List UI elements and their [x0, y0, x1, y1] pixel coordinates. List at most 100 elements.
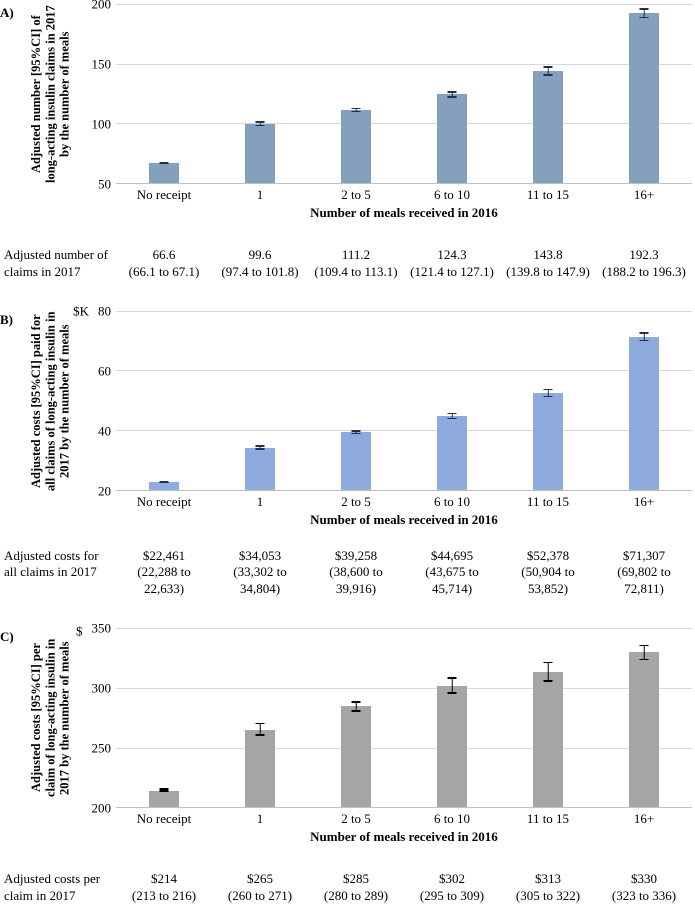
table-cell: 192.3 (188.2 to 196.3) — [596, 247, 692, 281]
gridline — [116, 123, 692, 125]
table-cell: $285 (280 to 289) — [308, 871, 404, 905]
y-tick-label: 100 — [91, 116, 112, 132]
x-axis-title: Number of meals received in 2016 — [310, 204, 498, 220]
error-bar — [639, 644, 649, 661]
table-cell: 99.6 (97.4 to 101.8) — [212, 247, 308, 281]
panel-letter: C) — [0, 629, 14, 645]
error-bar-cap — [159, 788, 169, 790]
table-cell-line: (188.2 to 196.3) — [602, 263, 686, 279]
y-tick-label: $350 — [76, 620, 111, 639]
panel-b: B) Adjusted costs [95%CI] paid for all c… — [0, 304, 695, 599]
x-category-label: 1 — [256, 187, 264, 202]
x-category-label: 16+ — [633, 811, 655, 827]
y-tick-label: $K 80 — [73, 303, 111, 319]
error-bar-cap — [159, 790, 169, 792]
bar — [245, 729, 275, 808]
table-cell-line: (66.1 to 67.1) — [128, 263, 200, 279]
bar — [629, 336, 659, 490]
table-cell-line: (213 to 216) — [131, 887, 197, 903]
y-tick-label: 60 — [98, 363, 111, 379]
error-bar-cap — [447, 677, 457, 679]
bar — [341, 705, 371, 808]
error-bar — [447, 91, 457, 98]
chart-area-a: A) Adjusted number [95%CI] of long-actin… — [0, 0, 695, 191]
error-bar-line — [643, 8, 645, 19]
y-axis-title: Adjusted costs [95%CI] paid for all clai… — [28, 310, 72, 491]
table-cell-line: (295 to 309) — [419, 887, 485, 903]
error-bar — [255, 445, 265, 450]
table-cell: $22,461 (22,288 to 22,633) — [116, 548, 212, 599]
error-bar-cap — [351, 432, 361, 435]
error-bar-cap — [543, 680, 553, 682]
table-cell-line: (109.4 to 113.1) — [314, 263, 398, 279]
y-tick-label: 150 — [91, 56, 112, 72]
table-cell-line: 99.6 — [248, 246, 272, 262]
table-row-header: Adjusted number of claims in 2017 — [4, 246, 108, 279]
error-bar-cap — [447, 91, 457, 93]
error-bar-cap — [255, 448, 265, 450]
table-cell-line: (33,302 to — [233, 564, 287, 580]
error-bar-cap — [159, 481, 169, 483]
x-category-label: 2 to 5 — [341, 187, 371, 202]
y-axis: 200 250 300 $350 — [76, 622, 116, 815]
data-table: Adjusted costs for all claims in 2017 $2… — [0, 548, 695, 599]
table-cell-line: (323 to 336) — [611, 887, 677, 903]
error-bar-line — [451, 412, 453, 420]
table-cell: $214 (213 to 216) — [116, 871, 212, 905]
table-cell-line: 192.3 — [629, 246, 659, 262]
x-axis-block: No receipt 1 2 to 5 6 to 10 11 to 15 16+ Numb… — [116, 187, 692, 221]
error-bar-line — [355, 701, 357, 712]
x-category-labels: No receipt 1 2 to 5 6 to 10 11 to 15 16+ — [116, 493, 692, 510]
y-axis-unit-label: $K — [73, 303, 89, 319]
error-bar-cap — [447, 96, 457, 98]
error-bar-cap — [639, 644, 649, 647]
gridline — [116, 628, 692, 630]
table-cell: 124.3 (121.4 to 127.1) — [404, 247, 500, 281]
gridline — [116, 429, 692, 431]
table-cell-line: $265 — [247, 871, 273, 887]
error-bar-cap — [543, 661, 553, 664]
x-category-label: 16+ — [633, 187, 655, 202]
error-bar-cap — [255, 445, 265, 447]
error-bar-line — [547, 388, 549, 398]
bar — [341, 110, 371, 183]
table-cell-line: 111.2 — [341, 246, 371, 262]
error-bar — [159, 161, 169, 164]
error-bar-cap — [255, 121, 265, 123]
y-tick-label: 200 — [91, 0, 112, 12]
table-cell-line: 45,714) — [431, 581, 473, 597]
error-bar-line — [259, 121, 261, 127]
error-bar — [447, 677, 457, 694]
table-cell: $265 (260 to 271) — [212, 871, 308, 905]
table-cell-line: (305 to 322) — [515, 887, 581, 903]
table-cell-line: $214 — [151, 871, 177, 887]
table-cell-line: $44,695 — [430, 547, 474, 563]
table-cell: $313 (305 to 322) — [500, 871, 596, 905]
error-bar-line — [355, 430, 357, 435]
table-cell-line: 53,852) — [527, 581, 569, 597]
plot-area — [116, 4, 692, 184]
bar — [149, 790, 179, 808]
error-bar-cap — [543, 74, 553, 76]
error-bar-cap — [159, 162, 169, 164]
error-bar — [351, 107, 361, 113]
panel-a: A) Adjusted number [95%CI] of long-actin… — [0, 0, 695, 281]
table-cell-line: $52,378 — [526, 547, 570, 563]
x-axis-block: No receipt 1 2 to 5 6 to 10 11 to 15 16+ Numb… — [116, 493, 692, 528]
panel-letter: B) — [0, 311, 13, 327]
x-category-label: 6 to 10 — [433, 493, 471, 509]
error-bar-cap — [543, 388, 553, 391]
error-bar-line — [259, 445, 261, 450]
gridline — [116, 747, 692, 749]
bar — [533, 71, 563, 183]
table-cell: $330 (323 to 336) — [596, 871, 692, 905]
bar — [149, 482, 179, 490]
x-category-label: No receipt — [136, 493, 192, 509]
y-axis-title-wrap: Adjusted costs [95%CI] per claim of long… — [22, 628, 78, 808]
y-axis-title: Adjusted costs [95%CI] per claim of long… — [28, 639, 72, 798]
y-axis-unit-label: $ — [76, 623, 83, 639]
bar — [437, 685, 467, 808]
table-cell: $44,695 (43,675 to 45,714) — [404, 548, 500, 599]
gridline — [116, 63, 692, 65]
bar — [437, 94, 467, 183]
